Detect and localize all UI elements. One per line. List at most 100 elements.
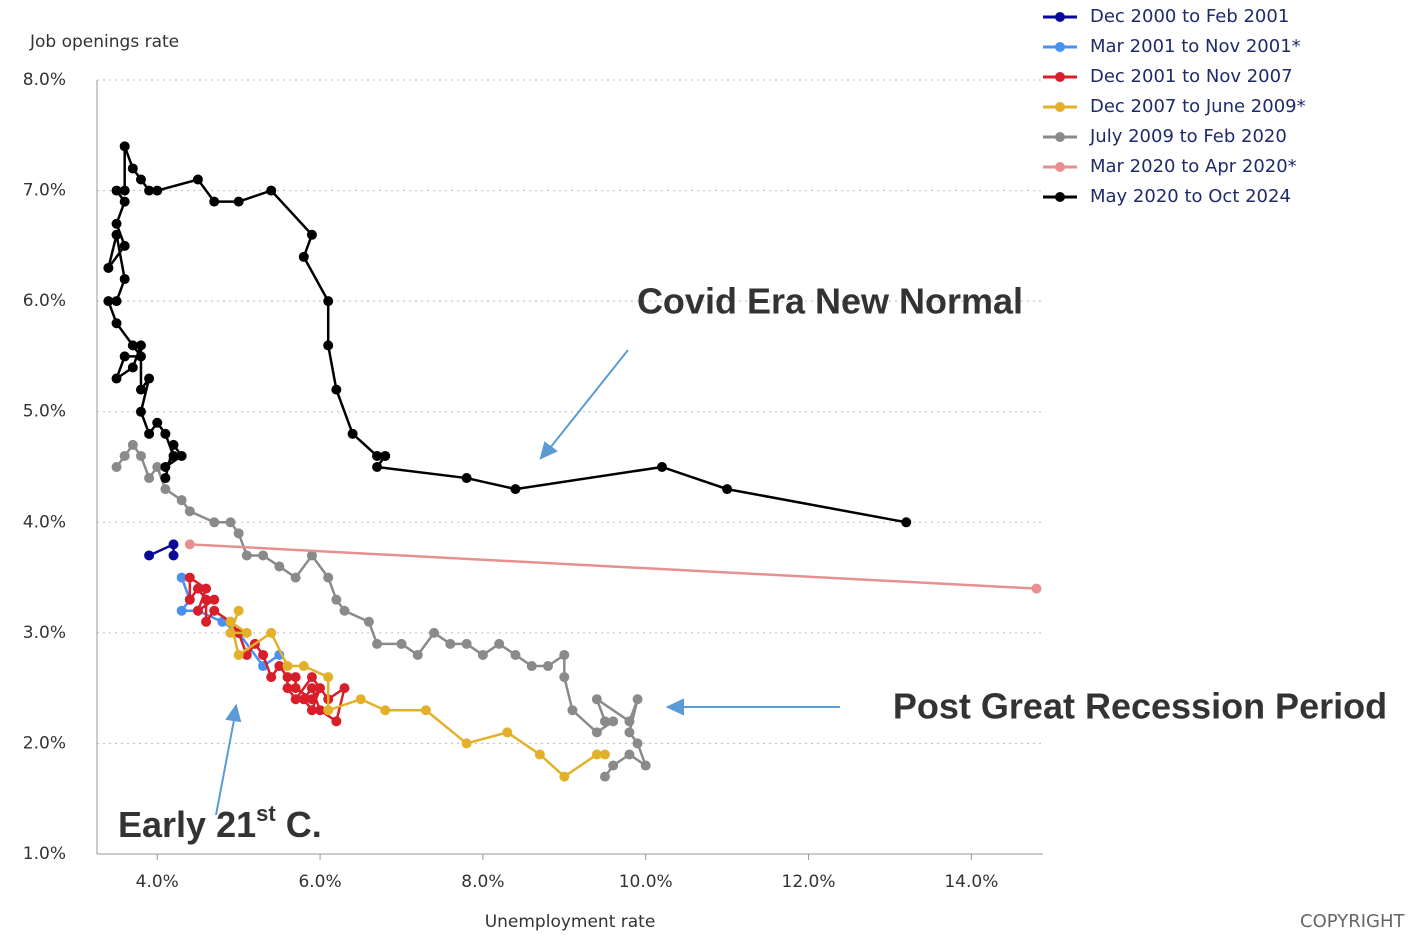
point (176, 572, 187, 583)
y-tick-label: 6.0% (23, 291, 66, 311)
point (184, 539, 195, 550)
point (184, 572, 195, 583)
point (209, 196, 220, 207)
y-tick-label: 3.0% (23, 623, 66, 643)
point (461, 738, 472, 749)
point (119, 141, 130, 152)
legend-label: Dec 2007 to June 2009* (1090, 96, 1306, 117)
x-tick-label: 6.0% (298, 872, 341, 892)
point (290, 672, 301, 683)
point (111, 318, 122, 329)
legend-label: July 2009 to Feb 2020 (1089, 126, 1287, 147)
point (209, 594, 220, 605)
legend-label: Mar 2020 to Apr 2020* (1090, 156, 1297, 177)
x-tick-label: 8.0% (461, 872, 504, 892)
point (355, 694, 366, 705)
point (282, 683, 293, 694)
point (144, 473, 155, 484)
point (135, 450, 146, 461)
point (290, 572, 301, 583)
point (135, 351, 146, 362)
point (192, 605, 203, 616)
point (323, 672, 334, 683)
point (201, 583, 212, 594)
point (331, 384, 342, 395)
point (176, 605, 187, 616)
point (640, 760, 651, 771)
point (600, 749, 611, 760)
point (372, 462, 383, 472)
point (144, 185, 155, 196)
point (608, 716, 619, 727)
point (127, 362, 138, 373)
point (306, 672, 317, 683)
point (323, 705, 334, 716)
point (534, 749, 545, 760)
point (559, 771, 570, 782)
point (331, 594, 342, 605)
point (323, 572, 334, 583)
point (624, 716, 635, 727)
annotation: Covid Era New Normal (637, 281, 1023, 322)
point (298, 661, 309, 672)
point (160, 484, 171, 495)
point (184, 506, 195, 517)
point (591, 694, 602, 705)
point (298, 694, 309, 705)
point (656, 462, 667, 472)
point (372, 450, 383, 461)
point (632, 738, 643, 749)
point (461, 638, 472, 649)
legend-label: Dec 2000 to Feb 2001 (1090, 6, 1289, 27)
y-tick-label: 5.0% (23, 402, 66, 422)
point (306, 694, 317, 705)
point (119, 185, 130, 196)
legend-marker (1055, 132, 1065, 142)
x-tick-label: 14.0% (944, 872, 998, 892)
legend-marker (1055, 192, 1065, 202)
point (274, 661, 285, 672)
annotation-arrows (215, 349, 840, 816)
point (119, 196, 130, 207)
point (266, 185, 277, 196)
point (135, 340, 146, 351)
point (420, 705, 431, 716)
legend-marker (1055, 102, 1065, 112)
point (176, 495, 187, 506)
point (103, 296, 114, 307)
point (591, 749, 602, 760)
point (412, 649, 423, 660)
point (306, 229, 317, 240)
point (111, 373, 122, 384)
legend-marker (1055, 12, 1065, 22)
point (152, 462, 163, 472)
point (510, 484, 521, 495)
point (600, 771, 611, 782)
point (233, 528, 244, 539)
point (209, 605, 220, 616)
point (127, 439, 138, 450)
point (290, 694, 301, 705)
point (127, 340, 138, 351)
legend-label: May 2020 to Oct 2024 (1090, 186, 1291, 207)
point (119, 351, 130, 362)
point (184, 594, 195, 605)
point (152, 185, 163, 196)
point (315, 683, 326, 694)
x-tick-label: 12.0% (782, 872, 836, 892)
point (160, 462, 171, 472)
point (323, 340, 334, 351)
y-tick-label: 1.0% (23, 844, 66, 864)
grid (97, 79, 1043, 855)
legend-label: Mar 2001 to Nov 2001* (1090, 36, 1301, 57)
x-axis-label: Unemployment rate (485, 912, 656, 932)
point (526, 661, 537, 672)
point (396, 638, 407, 649)
series-line (106, 145, 907, 524)
point (144, 428, 155, 439)
point (258, 550, 269, 561)
point (339, 605, 350, 616)
x-tick-label: 4.0% (136, 872, 179, 892)
point (494, 638, 505, 649)
